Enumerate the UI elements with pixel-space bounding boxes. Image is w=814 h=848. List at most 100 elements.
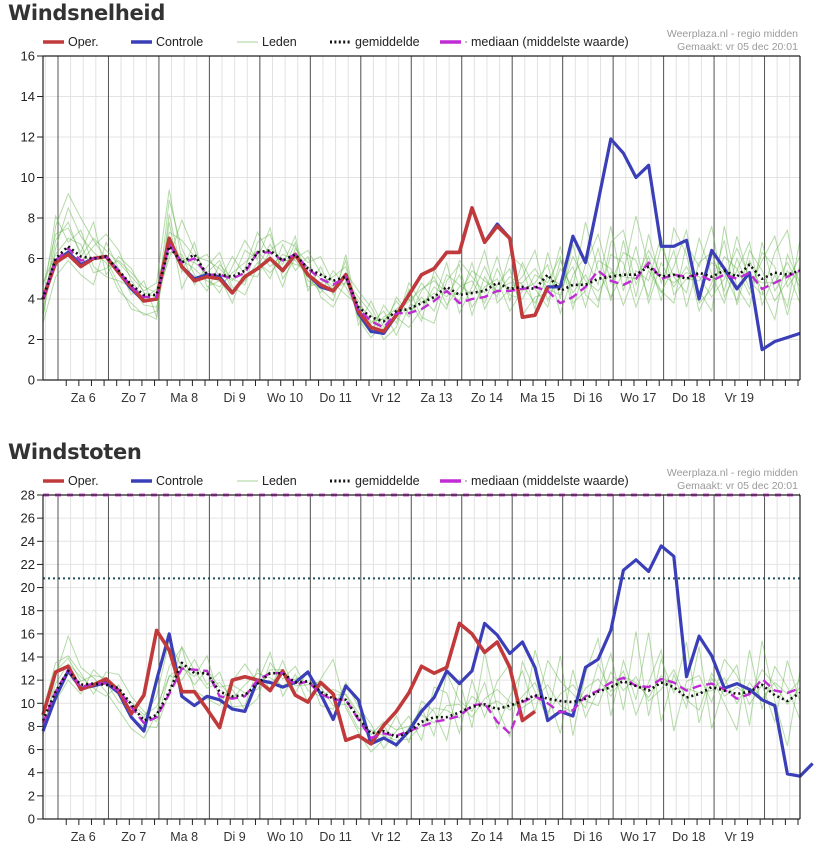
- x-tick-label: Za 13: [421, 830, 453, 844]
- legend-label: Controle: [156, 474, 203, 488]
- x-tick-label: Zo 14: [471, 391, 503, 405]
- x-tick-label: Zo 7: [121, 391, 146, 405]
- y-tick-label: 6: [28, 742, 35, 757]
- y-tick-label: 0: [28, 373, 35, 388]
- x-tick-label: Do 18: [672, 391, 705, 405]
- x-tick-label: Za 13: [421, 391, 453, 405]
- x-tick-label: Vr 12: [371, 830, 400, 844]
- y-tick-label: 16: [21, 626, 35, 641]
- y-tick-label: 4: [28, 292, 35, 307]
- legend-oper: Oper.: [43, 474, 99, 488]
- mean-line: [41, 245, 801, 323]
- control-line: [41, 544, 814, 778]
- legend-leden: Leden: [237, 474, 297, 488]
- x-tick-label: Di 16: [573, 830, 602, 844]
- y-tick-label: 10: [21, 170, 35, 185]
- y-tick-label: 12: [21, 130, 35, 145]
- y-tick-label: 14: [21, 650, 35, 665]
- member-line: [42, 631, 801, 750]
- legend-label: Controle: [156, 35, 203, 49]
- gridlines: [43, 494, 800, 820]
- oper-line: [41, 621, 537, 746]
- credit-source: Weerplaza.nl - regio midden: [667, 28, 798, 40]
- legend-label: Oper.: [68, 35, 99, 49]
- y-tick-label: 2: [28, 332, 35, 347]
- legend-mediaan: mediaan (middelste waarde): [440, 474, 629, 488]
- y-tick-label: 8: [28, 719, 35, 734]
- member-line: [42, 199, 801, 339]
- y-tick-label: 14: [21, 89, 35, 104]
- legend-mediaan: mediaan (middelste waarde): [440, 35, 629, 49]
- x-tick-label: Di 9: [224, 391, 246, 405]
- legend-label: mediaan (middelste waarde): [471, 35, 629, 49]
- x-tick-label: Wo 17: [620, 830, 656, 844]
- windsnelheid-chart: 0 2 4 6 8 10 12 14 16 Za 6 Zo 7 Ma 8 Di 9 Wo 10 Do 11 V…: [21, 28, 801, 405]
- y-tick-label: 8: [28, 211, 35, 226]
- y-tick-label: 12: [21, 673, 35, 688]
- y-tick-label: 2: [28, 788, 35, 803]
- legend-label: Leden: [262, 474, 297, 488]
- member-line: [42, 218, 801, 341]
- x-tick-label: Vr 12: [371, 391, 400, 405]
- legend-label: gemiddelde: [355, 474, 420, 488]
- median-line: [41, 243, 801, 329]
- x-tick-label: Ma 8: [170, 830, 198, 844]
- chart-title-windstoten: Windstoten: [8, 440, 142, 464]
- x-tick-label: Za 6: [71, 391, 96, 405]
- legend-oper: Oper.: [43, 35, 99, 49]
- x-tick-label: Di 9: [224, 830, 246, 844]
- legend-dot: [465, 41, 467, 43]
- x-tick-label: Do 11: [319, 391, 351, 405]
- x-tick-label: Wo 17: [620, 391, 656, 405]
- legend-controle: Controle: [131, 35, 203, 49]
- x-tick-label: Do 11: [319, 830, 351, 844]
- legend-gemiddelde: gemiddelde: [330, 35, 420, 49]
- credit-created: Gemaakt: vr 05 dec 20:01: [677, 41, 798, 53]
- legend: Oper. Controle Leden gemiddelde mediaan (mid…: [43, 474, 629, 488]
- y-tick-label: 6: [28, 251, 35, 266]
- x-tick-label: Zo 14: [471, 830, 503, 844]
- legend-label: Oper.: [68, 474, 99, 488]
- y-tick-label: 28: [21, 488, 35, 503]
- x-tick-label: Vr 19: [725, 391, 754, 405]
- legend-leden: Leden: [237, 35, 297, 49]
- y-tick-label: 0: [28, 812, 35, 827]
- legend-dot: [465, 480, 467, 482]
- y-tick-label: 18: [21, 603, 35, 618]
- legend: Oper. Controle Leden gemiddelde mediaan (mid…: [43, 35, 629, 49]
- y-tick-label: 24: [21, 534, 35, 549]
- y-tick-label: 26: [21, 511, 35, 526]
- member-line: [42, 189, 801, 331]
- member-line: [42, 632, 801, 753]
- x-tick-label: Ma 15: [520, 391, 555, 405]
- x-tick-label: Do 18: [672, 830, 705, 844]
- y-tick-label: 10: [21, 696, 35, 711]
- gridlines: [43, 55, 800, 381]
- x-tick-label: Di 16: [573, 391, 602, 405]
- legend-controle: Controle: [131, 474, 203, 488]
- legend-label: Leden: [262, 35, 297, 49]
- median-line: [41, 667, 801, 740]
- member-line: [42, 226, 801, 333]
- credit-created: Gemaakt: vr 05 dec 20:01: [677, 480, 798, 492]
- legend-label: gemiddelde: [355, 35, 420, 49]
- credit-source: Weerplaza.nl - regio midden: [667, 467, 798, 479]
- legend-label: mediaan (middelste waarde): [471, 474, 629, 488]
- legend-gemiddelde: gemiddelde: [330, 474, 420, 488]
- chart-title-windsnelheid: Windsnelheid: [8, 1, 166, 25]
- x-tick-label: Zo 7: [121, 830, 146, 844]
- member-line: [42, 192, 801, 335]
- member-line: [42, 657, 801, 736]
- y-tick-label: 16: [21, 49, 35, 64]
- x-tick-label: Za 6: [71, 830, 96, 844]
- y-tick-label: 22: [21, 557, 35, 572]
- x-tick-label: Wo 10: [267, 830, 303, 844]
- member-line: [42, 215, 801, 337]
- member-lines: [42, 189, 801, 341]
- x-tick-label: Ma 15: [520, 830, 555, 844]
- x-tick-label: Vr 19: [725, 830, 754, 844]
- y-tick-label: 4: [28, 765, 35, 780]
- y-tick-label: 20: [21, 580, 35, 595]
- x-tick-label: Ma 8: [170, 391, 198, 405]
